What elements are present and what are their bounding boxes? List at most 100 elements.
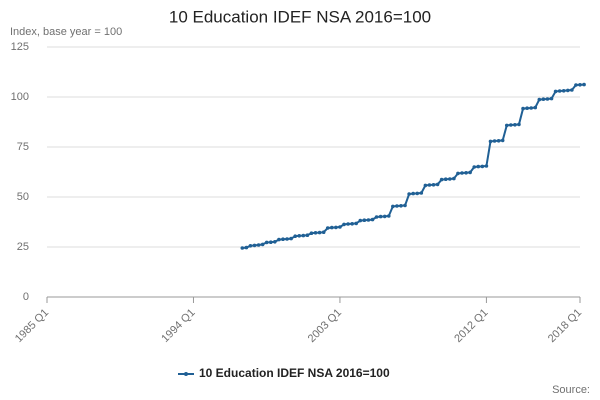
point xyxy=(525,106,529,110)
point xyxy=(382,214,387,219)
point xyxy=(513,123,517,127)
point xyxy=(346,222,350,226)
point xyxy=(309,231,314,235)
point xyxy=(403,203,407,208)
point xyxy=(297,234,302,238)
point xyxy=(484,164,489,168)
chart-title: 10 Education IDEF NSA 2016=100 xyxy=(169,7,431,26)
point xyxy=(325,226,330,230)
point xyxy=(268,240,273,244)
point xyxy=(342,222,346,227)
point xyxy=(488,139,493,144)
point xyxy=(285,237,289,241)
point xyxy=(317,230,322,235)
point xyxy=(439,177,444,182)
point xyxy=(370,217,375,222)
point xyxy=(574,83,578,87)
point xyxy=(557,89,562,93)
point xyxy=(492,139,497,143)
y-tick-label: 125 xyxy=(11,41,29,53)
point xyxy=(240,246,245,250)
x-tick-label: 2003 Q1 xyxy=(306,307,344,345)
point xyxy=(338,225,342,229)
point xyxy=(504,123,509,128)
point xyxy=(509,123,513,127)
y-axis-label: Index, base year = 100 xyxy=(10,26,122,38)
point xyxy=(366,218,371,222)
point xyxy=(313,231,318,235)
point xyxy=(281,237,285,241)
point xyxy=(561,89,566,93)
point xyxy=(496,139,501,143)
point xyxy=(330,225,334,230)
point xyxy=(378,214,383,219)
point xyxy=(460,171,464,175)
point xyxy=(521,106,525,111)
legend-marker xyxy=(184,372,188,376)
point xyxy=(321,230,326,234)
point xyxy=(248,244,253,248)
point xyxy=(452,176,456,181)
point xyxy=(301,233,306,238)
point xyxy=(529,106,533,110)
point xyxy=(362,218,367,222)
point xyxy=(553,89,558,94)
point xyxy=(480,164,485,169)
point xyxy=(472,165,477,169)
x-tick-label: 2018 Q1 xyxy=(546,307,584,345)
point xyxy=(476,164,481,169)
point xyxy=(358,218,363,223)
point xyxy=(350,222,354,226)
y-tick-label: 75 xyxy=(17,141,29,153)
point xyxy=(578,83,582,87)
point xyxy=(545,97,550,101)
x-tick-label: 1994 Q1 xyxy=(159,307,197,345)
y-tick-label: 0 xyxy=(23,291,29,303)
point xyxy=(517,122,521,127)
point xyxy=(443,177,448,181)
point xyxy=(468,170,472,175)
point xyxy=(500,138,505,143)
point xyxy=(374,215,379,219)
point xyxy=(570,88,574,92)
point xyxy=(289,236,293,241)
series-line xyxy=(242,83,585,249)
point xyxy=(541,97,546,101)
source: Source: xyxy=(552,384,590,396)
point xyxy=(277,237,281,242)
point xyxy=(399,204,403,208)
point xyxy=(435,182,440,187)
legend-label: 10 Education IDEF NSA 2016=100 xyxy=(199,366,390,380)
point xyxy=(386,214,391,218)
point xyxy=(456,171,460,176)
point xyxy=(423,183,428,188)
point xyxy=(431,183,436,187)
point xyxy=(537,97,542,102)
point xyxy=(354,221,359,226)
x-tick-label: 1985 Q1 xyxy=(13,307,51,345)
x-tick-label: 2012 Q1 xyxy=(452,307,490,345)
point xyxy=(334,225,338,230)
y-tick-label: 25 xyxy=(17,241,29,253)
y-tick-label: 100 xyxy=(11,91,29,103)
point xyxy=(427,183,432,187)
point xyxy=(549,96,554,101)
point xyxy=(448,177,452,181)
point xyxy=(264,240,269,245)
point xyxy=(391,204,395,209)
point xyxy=(293,234,297,238)
point xyxy=(419,191,424,195)
point xyxy=(252,243,257,248)
point xyxy=(256,243,261,247)
point xyxy=(464,171,468,175)
point xyxy=(305,233,310,237)
point xyxy=(260,242,265,247)
point xyxy=(533,105,538,110)
point xyxy=(415,191,420,196)
point xyxy=(395,204,399,208)
point xyxy=(411,191,415,196)
y-tick-label: 50 xyxy=(17,191,29,203)
point xyxy=(565,88,570,93)
